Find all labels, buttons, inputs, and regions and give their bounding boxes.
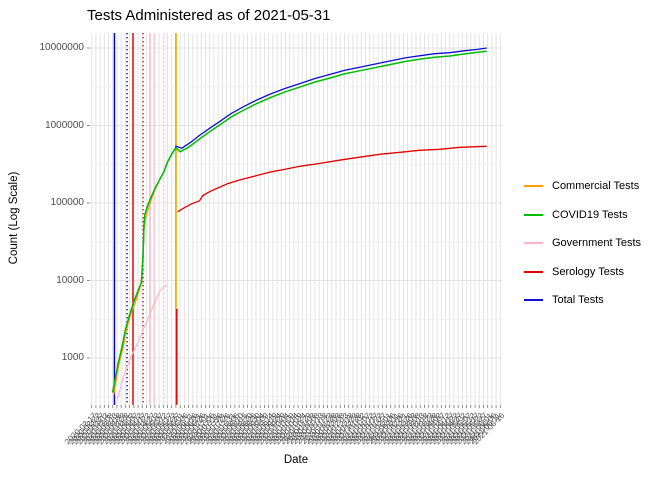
legend: Commercial Tests COVID19 Tests Governmen…	[524, 172, 641, 315]
y-tick-label: 100000	[50, 197, 84, 209]
legend-item-total-tests: Total Tests	[524, 286, 641, 315]
series-commercial-tests	[113, 184, 158, 396]
legend-item-label: COVID19 Tests	[552, 208, 628, 221]
y-tick-label: 1000000	[45, 119, 84, 131]
y-tick-label: 10000	[56, 274, 84, 286]
legend-item-label: Commercial Tests	[552, 180, 640, 193]
legend-item-label: Serology Tests	[552, 265, 624, 278]
legend-item-label: Government Tests	[552, 237, 642, 250]
legend-key-line	[524, 213, 543, 216]
legend-item-serology-tests: Serology Tests	[524, 258, 641, 287]
axis-ticks	[87, 47, 501, 408]
legend-item-commercial-tests: Commercial Tests	[524, 172, 641, 201]
legend-key-line	[524, 242, 543, 245]
series-government-tests	[116, 284, 168, 400]
chart-title: Tests Administered as of 2021-05-31	[87, 7, 331, 24]
legend-item-government-tests: Government Tests	[524, 229, 641, 258]
y-axis-tick-labels: 10000000 1000000 100000 10000 1000	[0, 0, 85, 480]
legend-item-label: Total Tests	[552, 294, 604, 307]
series-covid19-tests	[111, 50, 487, 393]
y-tick-label: 10000000	[39, 42, 85, 54]
x-axis-title: Date	[283, 454, 309, 466]
legend-key-line	[524, 185, 543, 188]
legend-item-covid19-tests: COVID19 Tests	[524, 201, 641, 230]
event-vlines	[113, 33, 177, 405]
series-total-tests	[112, 47, 487, 393]
legend-key-line	[524, 270, 543, 273]
y-tick-label: 1000	[61, 352, 84, 364]
legend-key-line	[524, 299, 543, 302]
gridlines	[90, 33, 502, 405]
series-serology-tests	[177, 145, 487, 213]
